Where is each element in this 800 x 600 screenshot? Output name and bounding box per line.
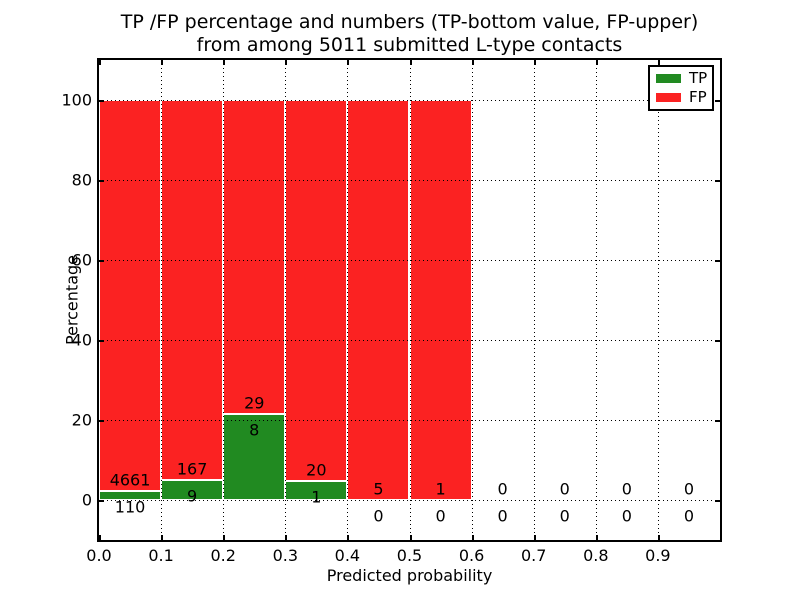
y-tick-mark xyxy=(715,260,720,262)
fp-bar xyxy=(99,100,162,491)
x-tick-mark xyxy=(223,60,226,65)
tp-count-label: 0 xyxy=(373,506,384,526)
tp-count-label: 0 xyxy=(559,506,570,526)
x-axis-label: Predicted probability xyxy=(326,566,493,585)
x-gridline xyxy=(657,60,659,540)
fp-count-label: 0 xyxy=(497,479,508,499)
x-tick-mark xyxy=(657,60,660,65)
x-tick-label: 0.5 xyxy=(396,546,423,565)
x-tick-label: 0.8 xyxy=(583,546,609,565)
y-tick-label: 60 xyxy=(71,250,92,270)
y-tick-label: 100 xyxy=(61,90,92,110)
x-tick-mark xyxy=(347,60,350,65)
fp-bar xyxy=(347,100,410,500)
y-tick-mark xyxy=(715,420,720,422)
fp-legend-label: FP xyxy=(689,88,707,106)
y-tick-mark xyxy=(99,500,104,502)
x-tick-label: 0.1 xyxy=(148,546,174,565)
x-tick-label: 0.4 xyxy=(334,546,361,565)
fp-bar xyxy=(161,100,224,480)
x-gridline xyxy=(223,60,225,540)
x-tick-label: 0.9 xyxy=(645,546,671,565)
tp-bar xyxy=(223,413,286,500)
fp-count-label: 167 xyxy=(176,459,208,479)
tp-count-label: 9 xyxy=(187,486,198,506)
x-tick-mark xyxy=(533,535,536,540)
fp-count-label: 29 xyxy=(244,393,265,413)
x-gridline xyxy=(471,60,473,540)
x-tick-label: 0.0 xyxy=(86,546,112,565)
fp-count-label: 5 xyxy=(373,479,384,499)
x-tick-mark xyxy=(595,535,598,540)
tp-legend-swatch xyxy=(656,74,681,83)
tp-count-label: 110 xyxy=(114,497,146,517)
fp-bar xyxy=(409,100,472,500)
chart-title: TP /FP percentage and numbers (TP-bottom… xyxy=(99,11,720,57)
x-tick-mark xyxy=(161,535,164,540)
y-tick-mark xyxy=(715,500,720,502)
x-tick-mark xyxy=(471,60,474,65)
x-tick-mark xyxy=(409,60,412,65)
legend-entry-tp: TP xyxy=(650,71,712,86)
y-tick-label: 80 xyxy=(71,170,92,190)
fp-count-label: 0 xyxy=(559,479,570,499)
x-tick-mark xyxy=(99,535,101,540)
x-tick-label: 0.7 xyxy=(520,546,547,565)
x-gridline xyxy=(347,60,349,540)
fp-bar xyxy=(285,100,348,481)
tp-count-label: 1 xyxy=(311,487,322,507)
y-tick-mark xyxy=(99,100,104,102)
x-tick-mark xyxy=(223,535,226,540)
x-tick-mark xyxy=(657,535,660,540)
tp-count-label: 0 xyxy=(497,506,508,526)
fp-count-label: 0 xyxy=(621,479,632,499)
tp-count-label: 0 xyxy=(621,506,632,526)
fp-count-label: 1 xyxy=(435,479,446,499)
x-tick-mark xyxy=(471,535,474,540)
x-tick-mark xyxy=(285,535,288,540)
x-tick-label: 0.6 xyxy=(458,546,485,565)
chart-title-line2: from among 5011 submitted L-type contact… xyxy=(196,34,623,56)
x-tick-mark xyxy=(595,60,598,65)
fp-bar xyxy=(223,100,286,414)
plot-area: 4661 110 167 9 29 8 20 1 5 0 1 0 0 0 0 0 0 0 0 0 xyxy=(97,58,722,542)
y-tick-label: 0 xyxy=(81,490,92,510)
chart-title-line1: TP /FP percentage and numbers (TP-bottom… xyxy=(120,11,699,33)
x-gridline xyxy=(409,60,411,540)
x-tick-mark xyxy=(533,60,536,65)
y-tick-mark xyxy=(715,180,720,182)
y-tick-mark xyxy=(99,340,104,342)
y-tick-mark xyxy=(715,100,720,102)
tp-count-label: 0 xyxy=(435,506,446,526)
tp-legend-label: TP xyxy=(689,69,708,87)
y-tick-mark xyxy=(99,420,104,422)
y-tick-mark xyxy=(715,340,720,342)
x-tick-mark xyxy=(347,535,350,540)
x-tick-mark xyxy=(285,60,288,65)
y-tick-label: 20 xyxy=(71,410,92,430)
x-gridline xyxy=(285,60,287,540)
y-tick-mark xyxy=(99,180,104,182)
x-gridline xyxy=(533,60,535,540)
tp-count-label: 0 xyxy=(683,506,695,526)
legend: TP FP xyxy=(648,65,714,111)
fp-count-label: 4661 xyxy=(109,470,151,490)
fp-count-label: 20 xyxy=(306,460,327,480)
x-tick-mark xyxy=(161,60,164,65)
x-tick-label: 0.3 xyxy=(272,546,299,565)
x-gridline xyxy=(161,60,163,540)
y-tick-label: 40 xyxy=(71,330,92,350)
legend-entry-fp: FP xyxy=(650,90,712,105)
x-gridline xyxy=(595,60,597,540)
x-tick-mark xyxy=(99,60,101,65)
y-tick-mark xyxy=(99,260,104,262)
x-tick-mark xyxy=(409,535,412,540)
tp-count-label: 8 xyxy=(249,420,260,440)
tp-bar xyxy=(99,490,162,500)
x-tick-label: 0.2 xyxy=(210,546,236,565)
fp-count-label: 0 xyxy=(683,479,695,499)
fp-legend-swatch xyxy=(656,93,681,102)
